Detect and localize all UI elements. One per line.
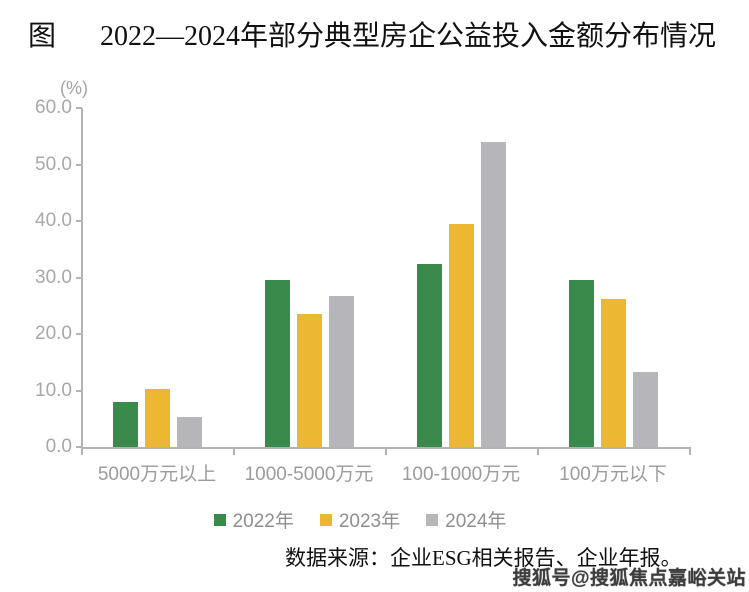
y-tick-mark — [76, 389, 82, 392]
x-category-label: 100-1000万元 — [401, 464, 521, 485]
y-tick-mark — [76, 107, 82, 109]
legend-label: 2022年 — [232, 511, 294, 532]
figure-title-row: 图 2022—2024年部分典型房企公益投入金额分布情况 — [28, 14, 728, 54]
y-tick-mark — [76, 276, 82, 279]
legend-swatch — [213, 513, 226, 526]
legend-label: 2023年 — [338, 511, 401, 532]
source-note: 数据来源：企业ESG相关报告、企业年报。 — [285, 546, 682, 570]
x-tick-mark — [689, 447, 691, 455]
y-tick-mark — [76, 220, 82, 222]
y-tick-mark — [76, 163, 82, 166]
x-category-label: 100万元以下 — [559, 464, 667, 485]
y-tick-label: 50.0 — [35, 153, 72, 175]
bar-group — [385, 108, 537, 447]
watermark: 搜狐号@搜狐焦点嘉峪关站 — [512, 568, 746, 589]
y-tick-label: 60.0 — [35, 97, 72, 118]
x-tick-mark — [233, 447, 235, 455]
figure-title: 2022—2024年部分典型房企公益投入金额分布情况 — [100, 21, 717, 52]
bar-2023年 — [144, 388, 170, 447]
legend-item: 2023年 — [319, 506, 401, 533]
bar-group — [81, 108, 233, 447]
legend-item: 2022年 — [213, 506, 294, 533]
legend-swatch — [426, 513, 439, 526]
bar-2022年 — [416, 263, 442, 447]
y-tick-label: 30.0 — [35, 266, 72, 288]
bar-2024年 — [632, 371, 658, 447]
y-tick-label: 40.0 — [35, 210, 72, 231]
y-tick-label: 20.0 — [35, 323, 72, 344]
bar-2024年 — [176, 417, 202, 447]
y-axis-unit-label: (%) — [60, 78, 88, 98]
bar-group — [537, 108, 689, 447]
legend-label: 2024年 — [445, 511, 507, 532]
bar-2023年 — [448, 224, 474, 447]
bar-2022年 — [568, 280, 594, 447]
x-tick-mark — [385, 447, 387, 455]
x-category-label: 1000-5000万元 — [244, 464, 374, 485]
bar-2023年 — [600, 298, 626, 447]
legend: 2022年 2023年 2024年 — [0, 506, 720, 533]
x-category-label: 5000万元以上 — [97, 464, 217, 485]
bar-2024年 — [480, 141, 506, 447]
bar-2022年 — [112, 401, 138, 447]
legend-item: 2024年 — [426, 506, 506, 533]
y-tick-mark — [76, 333, 82, 335]
y-tick-label: 0.0 — [45, 436, 72, 457]
bar-group — [233, 108, 385, 447]
bar-2024年 — [328, 295, 354, 447]
bar-2023年 — [296, 313, 322, 447]
legend-swatch — [319, 513, 332, 526]
bar-2022年 — [264, 280, 290, 447]
y-tick-label: 10.0 — [35, 379, 72, 401]
x-tick-mark — [81, 447, 83, 455]
x-tick-mark — [537, 447, 539, 455]
figure-label: 图 — [28, 21, 57, 52]
y-tick-mark — [76, 446, 82, 448]
